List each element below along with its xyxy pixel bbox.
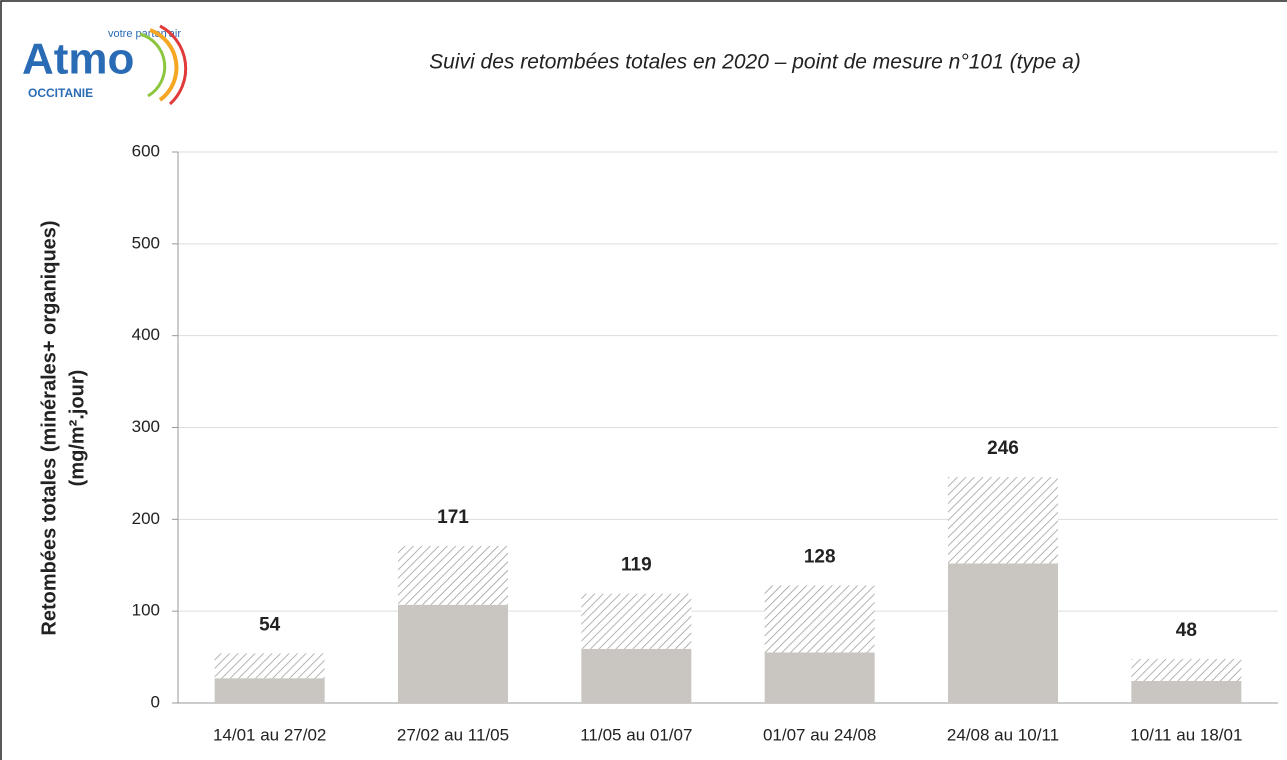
data-label: 246 [987,438,1019,459]
bar-segment [581,593,692,649]
y-tick-label: 300 [132,417,160,436]
logo-region: OCCITANIE [28,86,93,100]
logo-arc [139,32,167,98]
logo-arc [149,28,179,102]
logo: Atmo votre parten'air OCCITANIE [22,24,188,106]
x-tick-label: 10/11 au 18/01 [1130,725,1242,744]
x-tick-label: 27/02 au 11/05 [397,725,509,744]
data-label: 48 [1176,620,1197,641]
data-label: 119 [621,555,652,576]
y-tick-label: 600 [132,141,160,160]
bar-segment [398,545,508,605]
y-tick-label: 200 [132,509,160,528]
bar-segment [764,585,875,653]
chart-title: Suivi des retombées totales en 2020 – po… [429,51,1081,74]
x-tick-label: 01/07 au 24/08 [763,725,876,744]
bar-segment [1131,680,1242,703]
x-tick-label: 11/05 au 01/07 [580,725,692,744]
bar-segment [581,648,692,703]
y-axis-label: Retombées totales (minérales+ organiques… [38,220,60,635]
y-tick-label: 0 [151,692,160,711]
logo-name: Atmo [22,35,134,84]
bar-segment [1131,658,1242,681]
y-tick-label: 500 [132,233,160,252]
y-tick-label: 100 [132,601,160,620]
x-tick-label: 14/01 au 27/02 [213,725,326,744]
bar-segment [948,477,1058,564]
bar-segment [214,678,325,703]
y-tick-label: 400 [132,325,160,344]
logo-arc [159,24,188,106]
data-label: 128 [804,546,836,567]
x-tick-label: 24/08 au 10/11 [947,725,1059,744]
data-label: 54 [259,614,281,635]
bar-segment [214,653,325,679]
bar-segment [948,563,1058,703]
data-label: 171 [437,507,469,528]
bar-segment [398,604,508,703]
y-axis-label: (mg/m².jour) [66,370,88,487]
bar-segment [764,652,875,703]
